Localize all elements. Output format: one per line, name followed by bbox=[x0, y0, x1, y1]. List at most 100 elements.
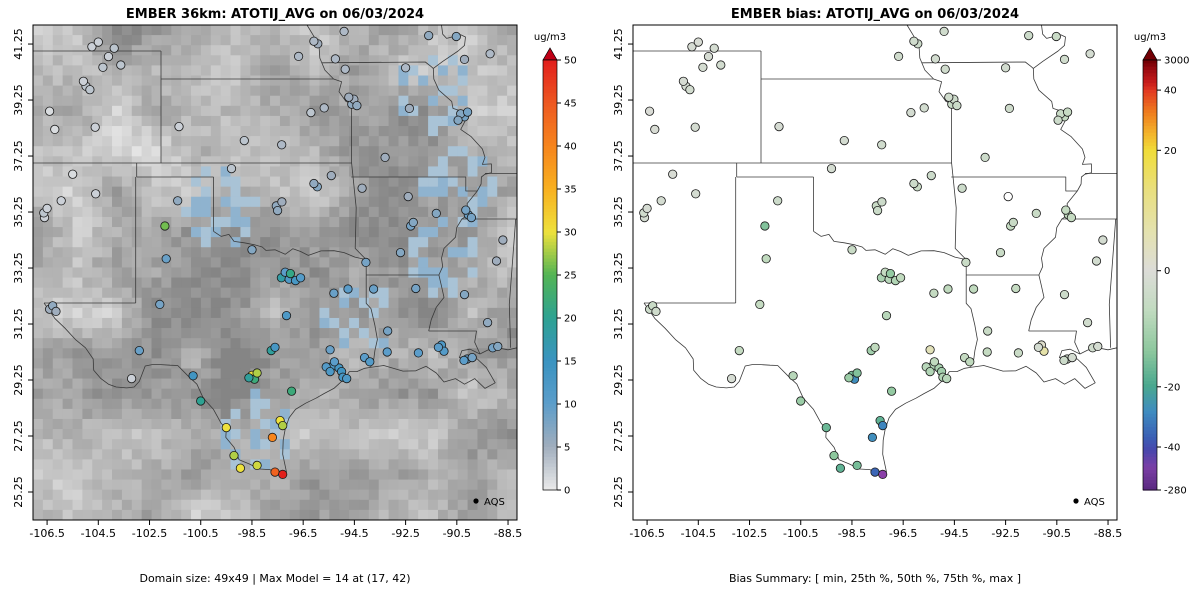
state-border-line bbox=[370, 348, 496, 389]
model-raster-cell bbox=[141, 35, 153, 46]
model-raster-cell bbox=[467, 459, 478, 470]
model-raster-cell bbox=[141, 186, 153, 198]
model-raster-cell bbox=[72, 499, 83, 511]
model-raster-cell bbox=[378, 267, 390, 279]
model-raster-cell bbox=[457, 196, 469, 208]
model-raster-cell bbox=[418, 439, 429, 450]
model-raster-cell bbox=[428, 156, 439, 167]
colorbar-gradient-step bbox=[543, 169, 557, 174]
model-raster-cell bbox=[191, 499, 202, 511]
model-raster-cell bbox=[339, 206, 350, 218]
model-raster-cell bbox=[309, 297, 320, 309]
model-raster-cell bbox=[33, 95, 44, 107]
model-raster-cell bbox=[388, 398, 399, 410]
model-raster-cell bbox=[260, 105, 271, 117]
colorbar-gradient-step bbox=[1143, 129, 1157, 134]
model-raster-cell bbox=[240, 418, 251, 430]
model-raster-cell bbox=[250, 166, 261, 178]
station-dot bbox=[877, 197, 887, 207]
model-raster-cell bbox=[437, 176, 449, 188]
colorbar-gradient-step bbox=[1143, 480, 1157, 484]
station-dot bbox=[498, 235, 508, 245]
model-raster-cell bbox=[497, 186, 508, 198]
model-raster-cell bbox=[507, 307, 518, 319]
model-raster-cell bbox=[428, 146, 439, 157]
model-raster-cell bbox=[270, 75, 281, 87]
model-raster-cell bbox=[112, 449, 123, 460]
model-raster-cell bbox=[358, 449, 370, 460]
model-raster-cell bbox=[457, 449, 469, 460]
model-raster-cell bbox=[200, 469, 212, 481]
model-raster-cell bbox=[428, 398, 439, 410]
model-raster-cell bbox=[33, 105, 44, 117]
model-raster-cell bbox=[398, 509, 409, 521]
model-raster-cell bbox=[141, 206, 153, 218]
model-raster-cell bbox=[270, 398, 281, 410]
model-raster-cell bbox=[457, 25, 469, 36]
model-raster-cell bbox=[33, 85, 44, 97]
model-raster-cell bbox=[220, 469, 232, 481]
colorbar-gradient-step bbox=[543, 245, 557, 250]
colorbar-gradient-step bbox=[543, 122, 557, 127]
model-raster-cell bbox=[378, 408, 390, 420]
model-raster-cell bbox=[131, 418, 143, 430]
model-raster-cell bbox=[240, 65, 251, 77]
bias-caption: Bias Summary: [ min, 25th %, 50th %, 75t… bbox=[600, 544, 1150, 600]
model-raster-cell bbox=[200, 509, 212, 521]
model-raster-cell bbox=[250, 206, 261, 218]
model-raster-cell bbox=[260, 408, 271, 420]
model-raster-cell bbox=[200, 358, 212, 369]
model-raster-cell bbox=[319, 237, 330, 248]
model-raster-cell bbox=[131, 105, 143, 117]
model-raster-cell bbox=[388, 55, 399, 66]
model-raster-cell bbox=[161, 277, 172, 289]
model-raster-cell bbox=[388, 429, 399, 440]
model-raster-cell bbox=[467, 55, 478, 66]
model-raster-cell bbox=[339, 136, 350, 147]
station-dot bbox=[1093, 341, 1103, 351]
model-raster-cell bbox=[418, 459, 429, 470]
colorbar-gradient-step bbox=[1143, 404, 1157, 408]
model-raster-cell bbox=[487, 105, 498, 117]
model-raster-cell bbox=[398, 257, 409, 268]
model-raster-cell bbox=[240, 499, 251, 511]
colorbar-gradient-step bbox=[543, 407, 557, 412]
model-raster-cell bbox=[279, 297, 291, 309]
model-raster-cell bbox=[329, 95, 340, 107]
model-raster-cell bbox=[358, 75, 370, 87]
model-raster-cell bbox=[210, 55, 222, 66]
colorbar-gradient-step bbox=[543, 112, 557, 117]
colorbar-gradient-step bbox=[543, 129, 557, 134]
model-raster-cell bbox=[62, 328, 74, 339]
model-raster-cell bbox=[497, 317, 508, 329]
model-raster-cell bbox=[191, 65, 202, 77]
model-raster-cell bbox=[181, 216, 192, 228]
model-raster-cell bbox=[329, 307, 340, 319]
model-raster-cell bbox=[457, 469, 469, 481]
model-raster-cell bbox=[92, 449, 103, 460]
model-raster-cell bbox=[467, 509, 478, 521]
model-raster-cell bbox=[507, 287, 518, 299]
model-raster-cell bbox=[358, 489, 370, 501]
model-raster-cell bbox=[289, 378, 301, 390]
colorbar-gradient-step bbox=[543, 96, 557, 101]
station-dot bbox=[835, 463, 845, 473]
model-raster-cell bbox=[477, 216, 488, 228]
model-raster-cell bbox=[52, 287, 64, 299]
model-raster-cell bbox=[289, 115, 301, 127]
model-raster-cell bbox=[368, 398, 380, 410]
colorbar-gradient-step bbox=[1143, 364, 1157, 369]
model-raster-cell bbox=[181, 25, 192, 36]
colorbar-tick-label: 5 bbox=[564, 443, 570, 454]
model-raster-cell bbox=[457, 489, 469, 501]
model-raster-cell bbox=[161, 267, 172, 279]
model-raster-cell bbox=[418, 469, 429, 481]
model-raster-cell bbox=[378, 206, 390, 218]
model-raster-cell bbox=[319, 176, 330, 188]
model-raster-cell bbox=[151, 105, 162, 117]
model-raster-cell bbox=[467, 378, 478, 390]
model-raster-cell bbox=[260, 176, 271, 188]
model-raster-cell bbox=[112, 35, 123, 46]
model-raster-cell bbox=[309, 348, 320, 359]
model-raster-cell bbox=[388, 166, 399, 178]
